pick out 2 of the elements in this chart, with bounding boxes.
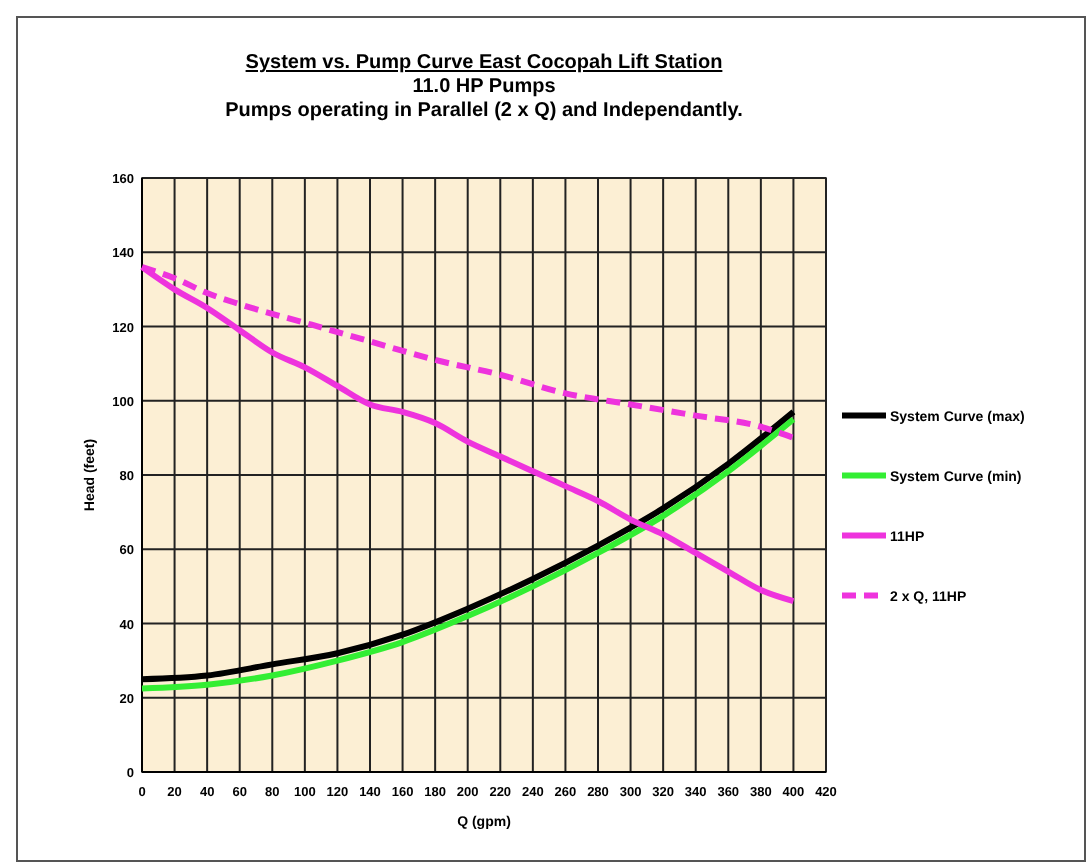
chart-title: System vs. Pump Curve East Cocopah Lift Station (245, 52, 723, 74)
chart-subtitle: 11.0 HP Pumps Pumps operating in Parallel (2 x Q) and Independantly. (225, 76, 744, 122)
